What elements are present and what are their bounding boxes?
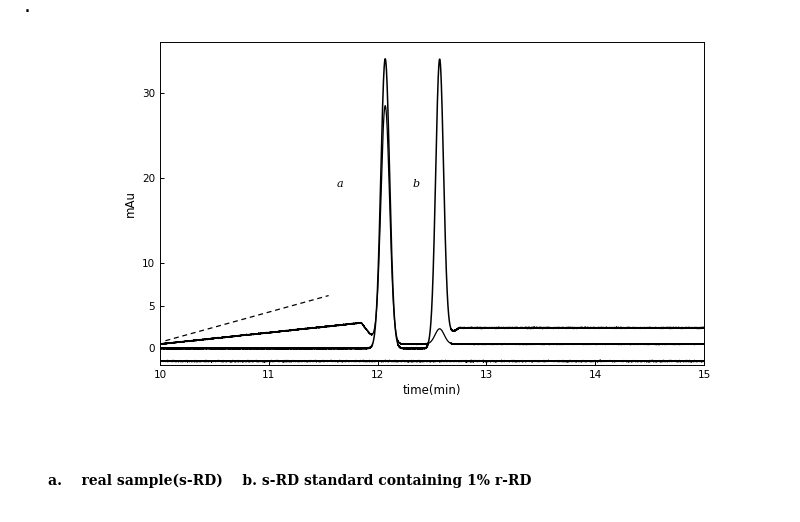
Text: ·: · (24, 2, 31, 22)
Y-axis label: mAu: mAu (123, 190, 137, 217)
Text: a.    real sample(s-RD)    b. s-RD standard containing 1% r-RD: a. real sample(s-RD) b. s-RD standard co… (48, 474, 531, 489)
X-axis label: time(min): time(min) (402, 384, 462, 397)
Text: a: a (336, 179, 343, 188)
Text: b: b (413, 179, 419, 188)
